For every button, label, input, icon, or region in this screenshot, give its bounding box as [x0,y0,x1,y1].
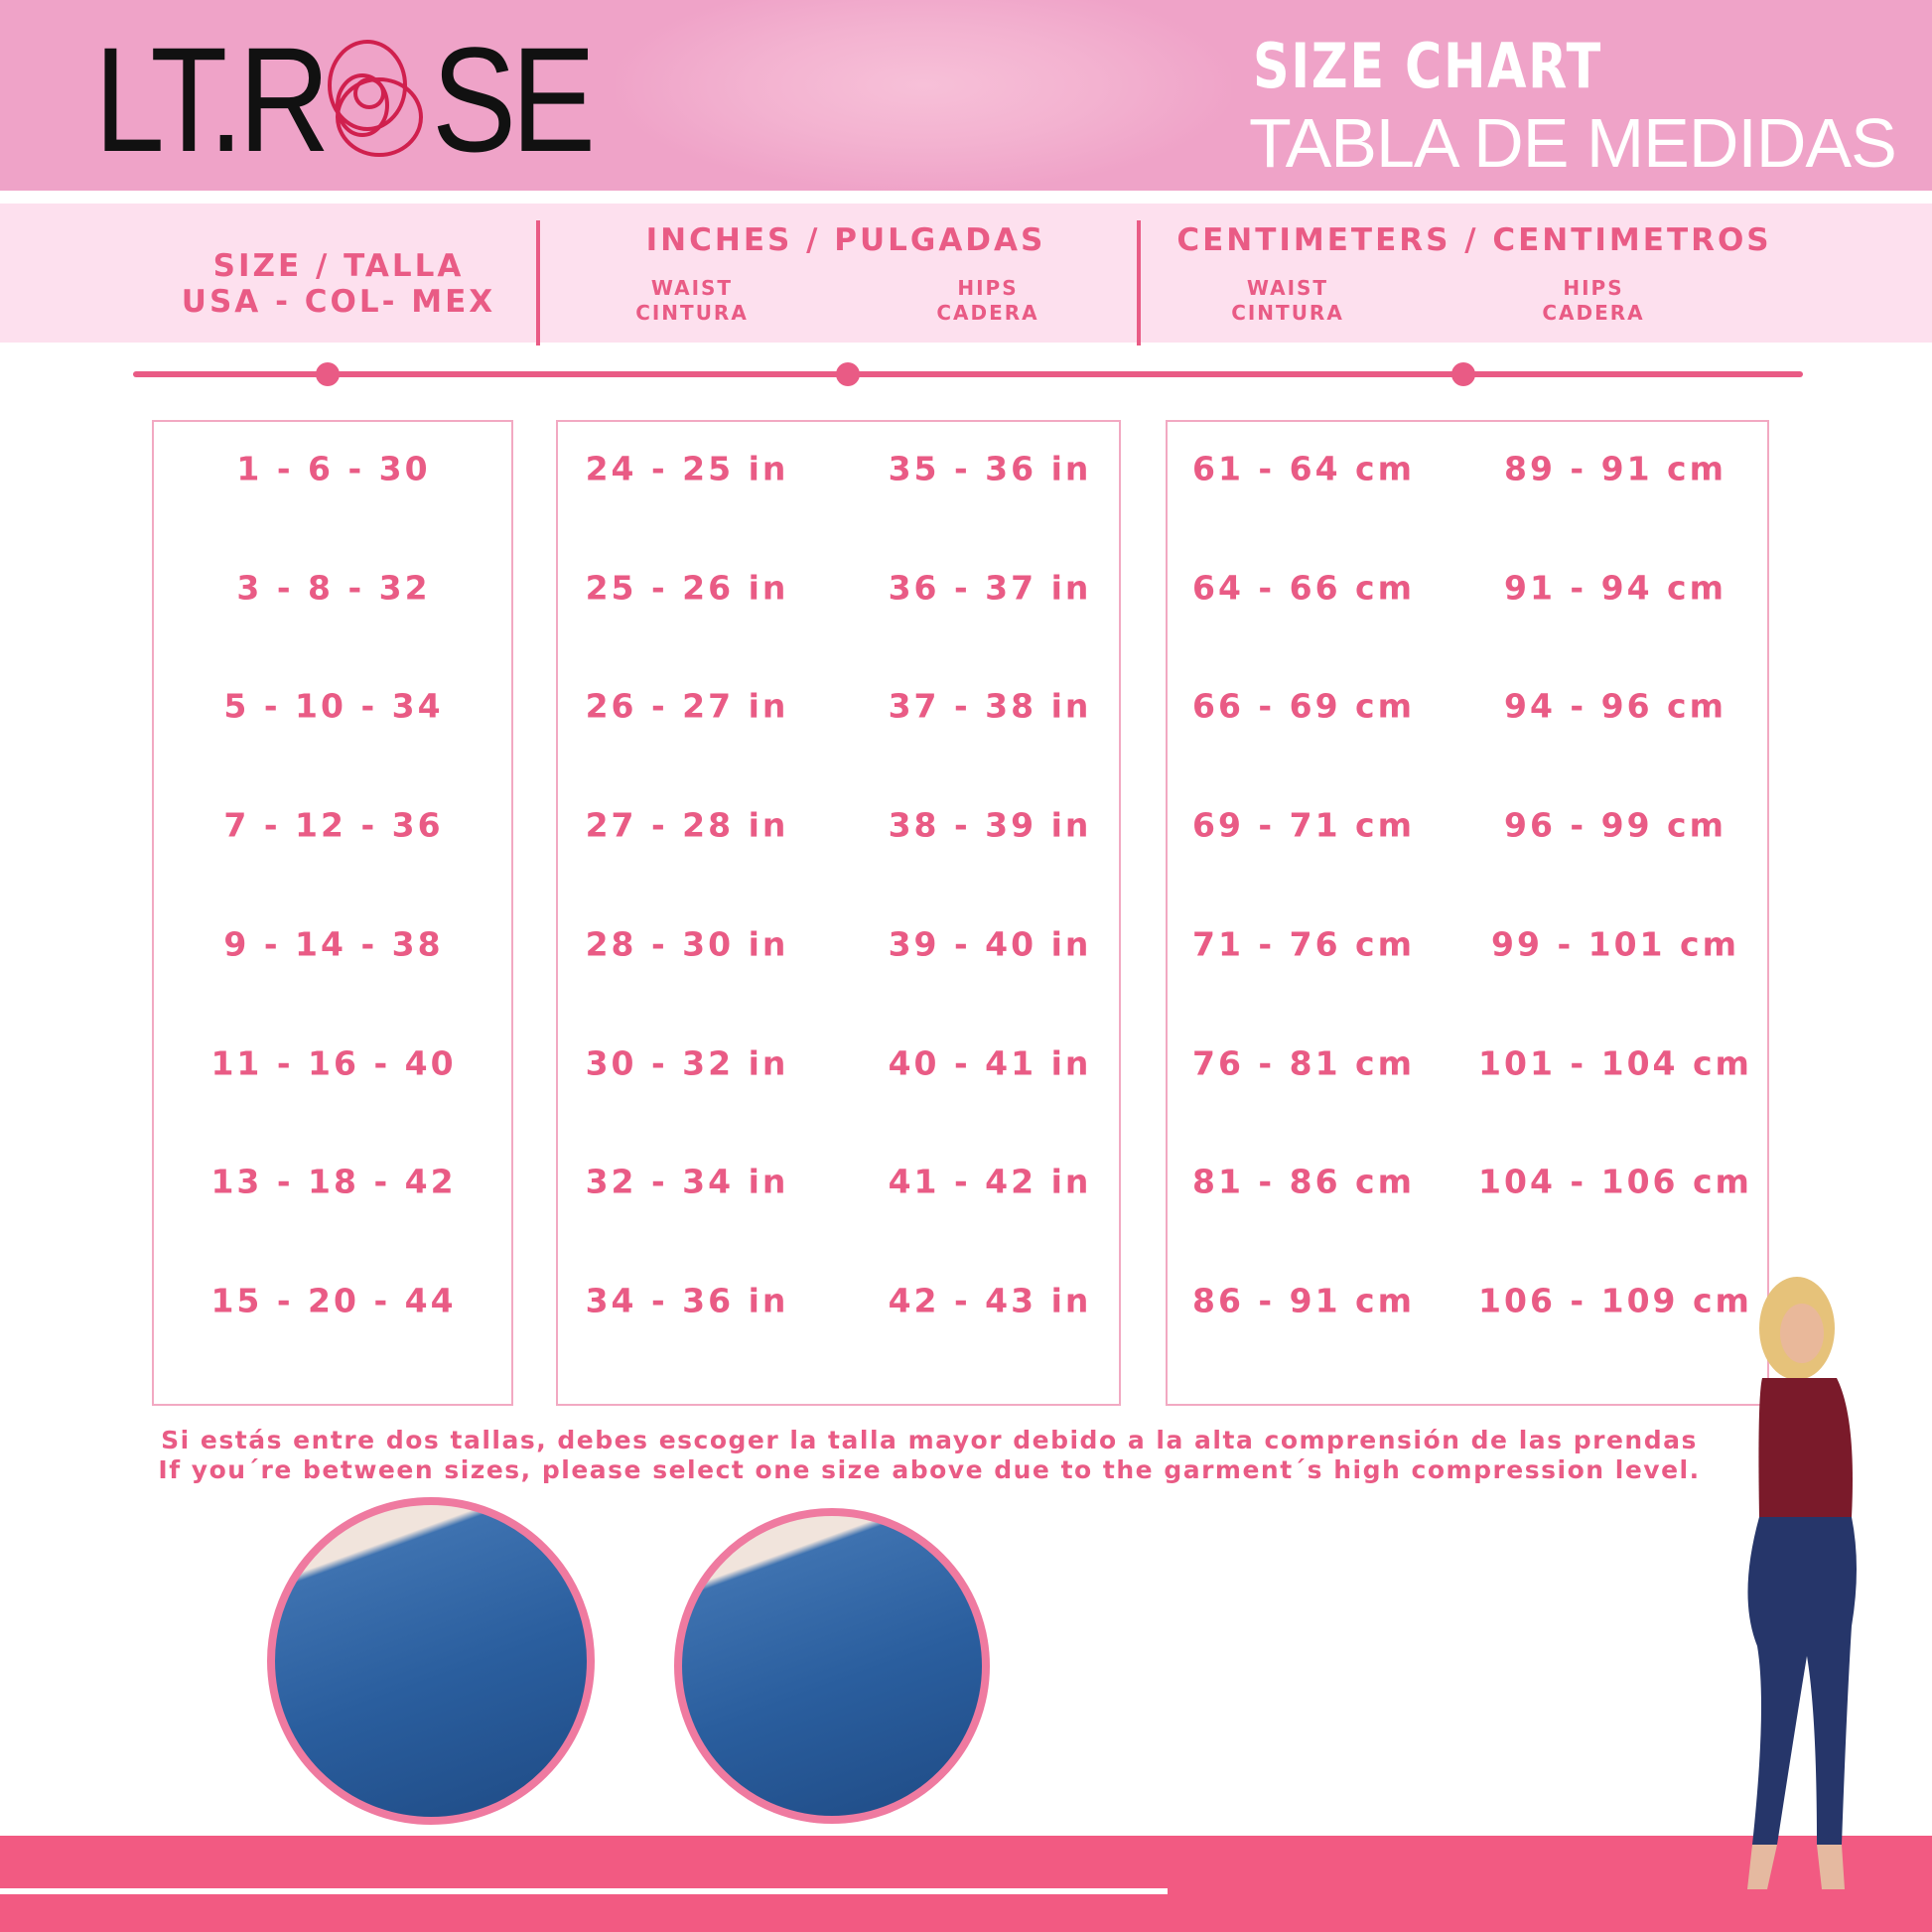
table-cell-in-hips: 36 - 37 in [888,568,1092,608]
table-cell-cm-hips: 101 - 104 cm [1478,1043,1752,1082]
table-cell-cm-hips: 104 - 106 cm [1478,1162,1752,1201]
cm-header: CENTIMETERS / CENTIMETROS [1176,222,1772,258]
table-cell-cm-waist: 69 - 71 cm [1192,805,1415,845]
table-cell-in-hips: 40 - 41 in [888,1043,1092,1082]
table-cell-size: 11 - 16 - 40 [210,1043,457,1082]
cm-column-box [1166,420,1769,1406]
table-cell-in-hips: 37 - 38 in [888,686,1092,726]
model-photo [616,0,1231,191]
divider [536,220,540,345]
table-cell-size: 9 - 14 - 38 [223,924,444,964]
table-cell-in-waist: 28 - 30 in [585,924,789,964]
table-cell-in-waist: 26 - 27 in [585,686,789,726]
footer-line [0,1888,1168,1894]
label: CINTURA [1231,301,1344,325]
table-cell-cm-hips: 99 - 101 cm [1491,924,1739,964]
column-header-band [0,204,1932,343]
page-title: SIZE CHART [1253,30,1602,102]
label: WAIST [1246,276,1329,300]
table-cell-size: 3 - 8 - 32 [236,568,431,608]
table-cell-in-waist: 24 - 25 in [585,449,789,488]
table-cell-in-waist: 25 - 26 in [585,568,789,608]
label: CINTURA [635,301,749,325]
table-cell-in-hips: 35 - 36 in [888,449,1092,488]
header-banner: LT.R SE SIZE CHART TABLA DE MEDIDAS [0,0,1932,191]
note-spanish: Si estás entre dos tallas, debes escoger… [161,1426,1698,1454]
cm-hips-header: HIPS CADERA [1542,276,1644,326]
logo-text-right: SE [432,16,596,183]
table-cell-size: 13 - 18 - 42 [210,1162,457,1201]
timeline-dot [316,362,340,386]
inches-hips-header: HIPS CADERA [936,276,1038,326]
footer-band [0,1836,1932,1932]
table-cell-size: 5 - 10 - 34 [223,686,444,726]
label: HIPS [957,276,1019,300]
table-cell-cm-hips: 91 - 94 cm [1504,568,1726,608]
label: WAIST [650,276,734,300]
jeans-front-photo [267,1497,595,1825]
table-cell-cm-waist: 81 - 86 cm [1192,1162,1415,1201]
size-header: SIZE / TALLA USA - COL- MEX [182,248,495,320]
timeline-dot [836,362,860,386]
table-cell-in-hips: 42 - 43 in [888,1281,1092,1320]
note-english: If you´re between sizes, please select o… [158,1455,1701,1484]
table-cell-size: 15 - 20 - 44 [210,1281,457,1320]
model-full-body-photo [1747,1277,1857,1889]
table-cell-in-waist: 30 - 32 in [585,1043,789,1082]
timeline-dot [1451,362,1475,386]
inches-header: INCHES / PULGADAS [645,222,1046,258]
table-cell-in-waist: 34 - 36 in [585,1281,789,1320]
table-cell-in-hips: 41 - 42 in [888,1162,1092,1201]
table-cell-cm-waist: 66 - 69 cm [1192,686,1415,726]
page-subtitle: TABLA DE MEDIDAS [1249,104,1897,182]
table-cell-in-waist: 27 - 28 in [585,805,789,845]
table-cell-cm-hips: 89 - 91 cm [1504,449,1726,488]
inches-column-box [556,420,1121,1406]
timeline-line [133,371,1803,377]
inches-waist-header: WAIST CINTURA [635,276,749,326]
table-cell-in-hips: 38 - 39 in [888,805,1092,845]
size-header-line2: USA - COL- MEX [181,284,496,320]
table-cell-cm-waist: 71 - 76 cm [1192,924,1415,964]
table-cell-in-hips: 39 - 40 in [888,924,1092,964]
table-cell-cm-waist: 76 - 81 cm [1192,1043,1415,1082]
label: CADERA [936,301,1039,325]
jeans-back-photo [674,1508,990,1824]
cm-waist-header: WAIST CINTURA [1231,276,1344,326]
table-cell-cm-hips: 96 - 99 cm [1504,805,1726,845]
label: CADERA [1542,301,1645,325]
table-cell-size: 1 - 6 - 30 [236,449,431,488]
brand-logo: LT.R SE [94,16,596,183]
table-cell-cm-waist: 61 - 64 cm [1192,449,1415,488]
divider [1137,220,1141,345]
table-cell-cm-waist: 86 - 91 cm [1192,1281,1415,1320]
logo-text-left: LT.R [94,16,330,183]
size-header-line1: SIZE / TALLA [212,248,465,284]
table-cell-size: 7 - 12 - 36 [223,805,444,845]
size-column-box [152,420,513,1406]
table-cell-in-waist: 32 - 34 in [585,1162,789,1201]
rose-icon [328,40,423,157]
table-cell-cm-hips: 106 - 109 cm [1478,1281,1752,1320]
table-cell-cm-waist: 64 - 66 cm [1192,568,1415,608]
label: HIPS [1563,276,1624,300]
table-cell-cm-hips: 94 - 96 cm [1504,686,1726,726]
